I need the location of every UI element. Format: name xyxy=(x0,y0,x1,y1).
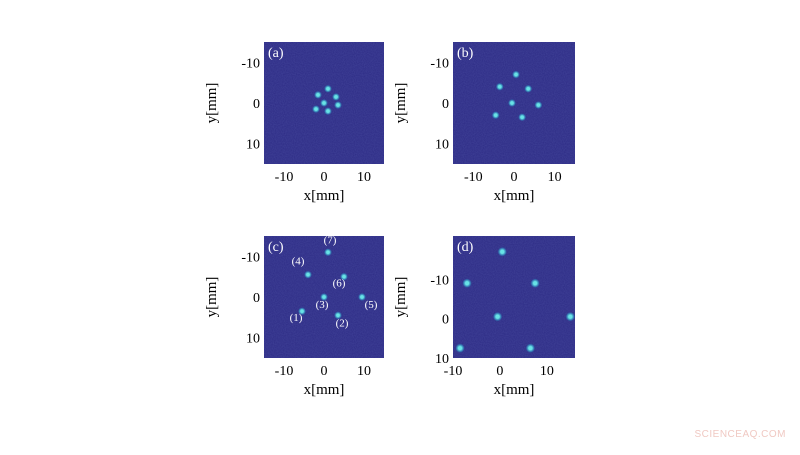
x-axis-label: x[mm] xyxy=(494,382,535,398)
panel-a: (a) -10 0 10 -10 0 10 x[mm] y[mm] xyxy=(204,42,384,204)
spot-label: (6) xyxy=(333,278,346,290)
spot-label: (1) xyxy=(290,312,303,324)
panel-label: (a) xyxy=(268,46,284,61)
y-tick-label: 0 xyxy=(253,291,260,306)
y-tick-label: 10 xyxy=(435,138,449,153)
x-tick-label: 0 xyxy=(321,170,328,185)
x-tick-label: -10 xyxy=(444,364,463,379)
data-spot-core xyxy=(322,295,326,299)
data-spot-core xyxy=(465,281,469,285)
plot-noise xyxy=(453,236,575,358)
data-spot-core xyxy=(514,73,518,76)
data-spot-core xyxy=(495,315,500,319)
y-tick-label: -10 xyxy=(430,56,449,71)
data-spot-core xyxy=(326,109,330,113)
x-tick-label: 10 xyxy=(540,364,554,379)
x-tick-label: -10 xyxy=(275,170,294,185)
y-tick-label: -10 xyxy=(241,56,260,71)
y-tick-label: 10 xyxy=(435,352,449,367)
spot-label: (4) xyxy=(292,256,305,268)
data-spot-core xyxy=(500,250,504,254)
spot-label: (3) xyxy=(316,299,329,311)
x-tick-label: -10 xyxy=(464,170,483,185)
data-spot-core xyxy=(334,95,338,99)
data-spot-core xyxy=(316,93,320,97)
data-spot-core xyxy=(300,309,304,313)
data-spot-core xyxy=(314,107,318,111)
x-axis-label: x[mm] xyxy=(494,188,535,204)
data-spot-core xyxy=(510,101,514,105)
data-spot-core xyxy=(537,103,540,107)
data-spot-core xyxy=(528,346,533,350)
y-tick-label: 10 xyxy=(246,138,260,153)
y-axis-label: y[mm] xyxy=(393,83,409,124)
y-tick-label: -10 xyxy=(430,273,449,288)
data-spot-core xyxy=(568,315,572,319)
panel-c: (1) (2) (3) (4) (5) (6) (7) (c) -10 0 10 -10 0 10 x[mm… xyxy=(204,234,384,398)
data-spot-core xyxy=(336,103,340,107)
data-spot-core xyxy=(458,346,462,350)
panel-label: (b) xyxy=(457,46,474,61)
data-spot-core xyxy=(520,115,524,119)
spot-label: (2) xyxy=(336,317,349,329)
x-tick-label: 0 xyxy=(511,170,518,185)
y-tick-label: 0 xyxy=(442,313,449,328)
watermark-text: SCIENCEAQ.COM xyxy=(694,429,786,440)
x-tick-label: 10 xyxy=(357,364,371,379)
spot-label: (5) xyxy=(365,299,378,311)
y-axis-label: y[mm] xyxy=(393,277,409,318)
x-axis-label: x[mm] xyxy=(304,382,345,398)
panel-b: (b) -10 0 10 -10 0 10 x[mm] y[mm] xyxy=(393,42,575,204)
y-tick-label: 0 xyxy=(442,97,449,112)
y-tick-label: 10 xyxy=(246,332,260,347)
x-tick-label: -10 xyxy=(275,364,294,379)
x-tick-label: 10 xyxy=(357,170,371,185)
spot-label: (7) xyxy=(324,234,337,246)
x-tick-label: 0 xyxy=(321,364,328,379)
data-spot-core xyxy=(533,281,537,285)
x-axis-label: x[mm] xyxy=(304,188,345,204)
data-spot-core xyxy=(494,113,498,117)
y-axis-label: y[mm] xyxy=(204,277,220,318)
data-spot-core xyxy=(498,85,502,89)
x-tick-label: 0 xyxy=(496,364,503,379)
data-spot-core xyxy=(326,87,330,91)
data-spot-core xyxy=(326,250,330,254)
data-spot-core xyxy=(360,295,364,299)
data-spot-core xyxy=(342,275,346,278)
x-tick-label: 10 xyxy=(548,170,562,185)
panel-label: (c) xyxy=(268,240,284,255)
data-spot-core xyxy=(526,87,530,91)
y-axis-label: y[mm] xyxy=(204,83,220,124)
data-spot-core xyxy=(306,273,310,276)
data-spot-core xyxy=(322,101,326,105)
y-tick-label: 0 xyxy=(253,97,260,112)
data-spot-core xyxy=(336,314,340,317)
panel-label: (d) xyxy=(457,240,474,255)
y-tick-label: -10 xyxy=(241,250,260,265)
